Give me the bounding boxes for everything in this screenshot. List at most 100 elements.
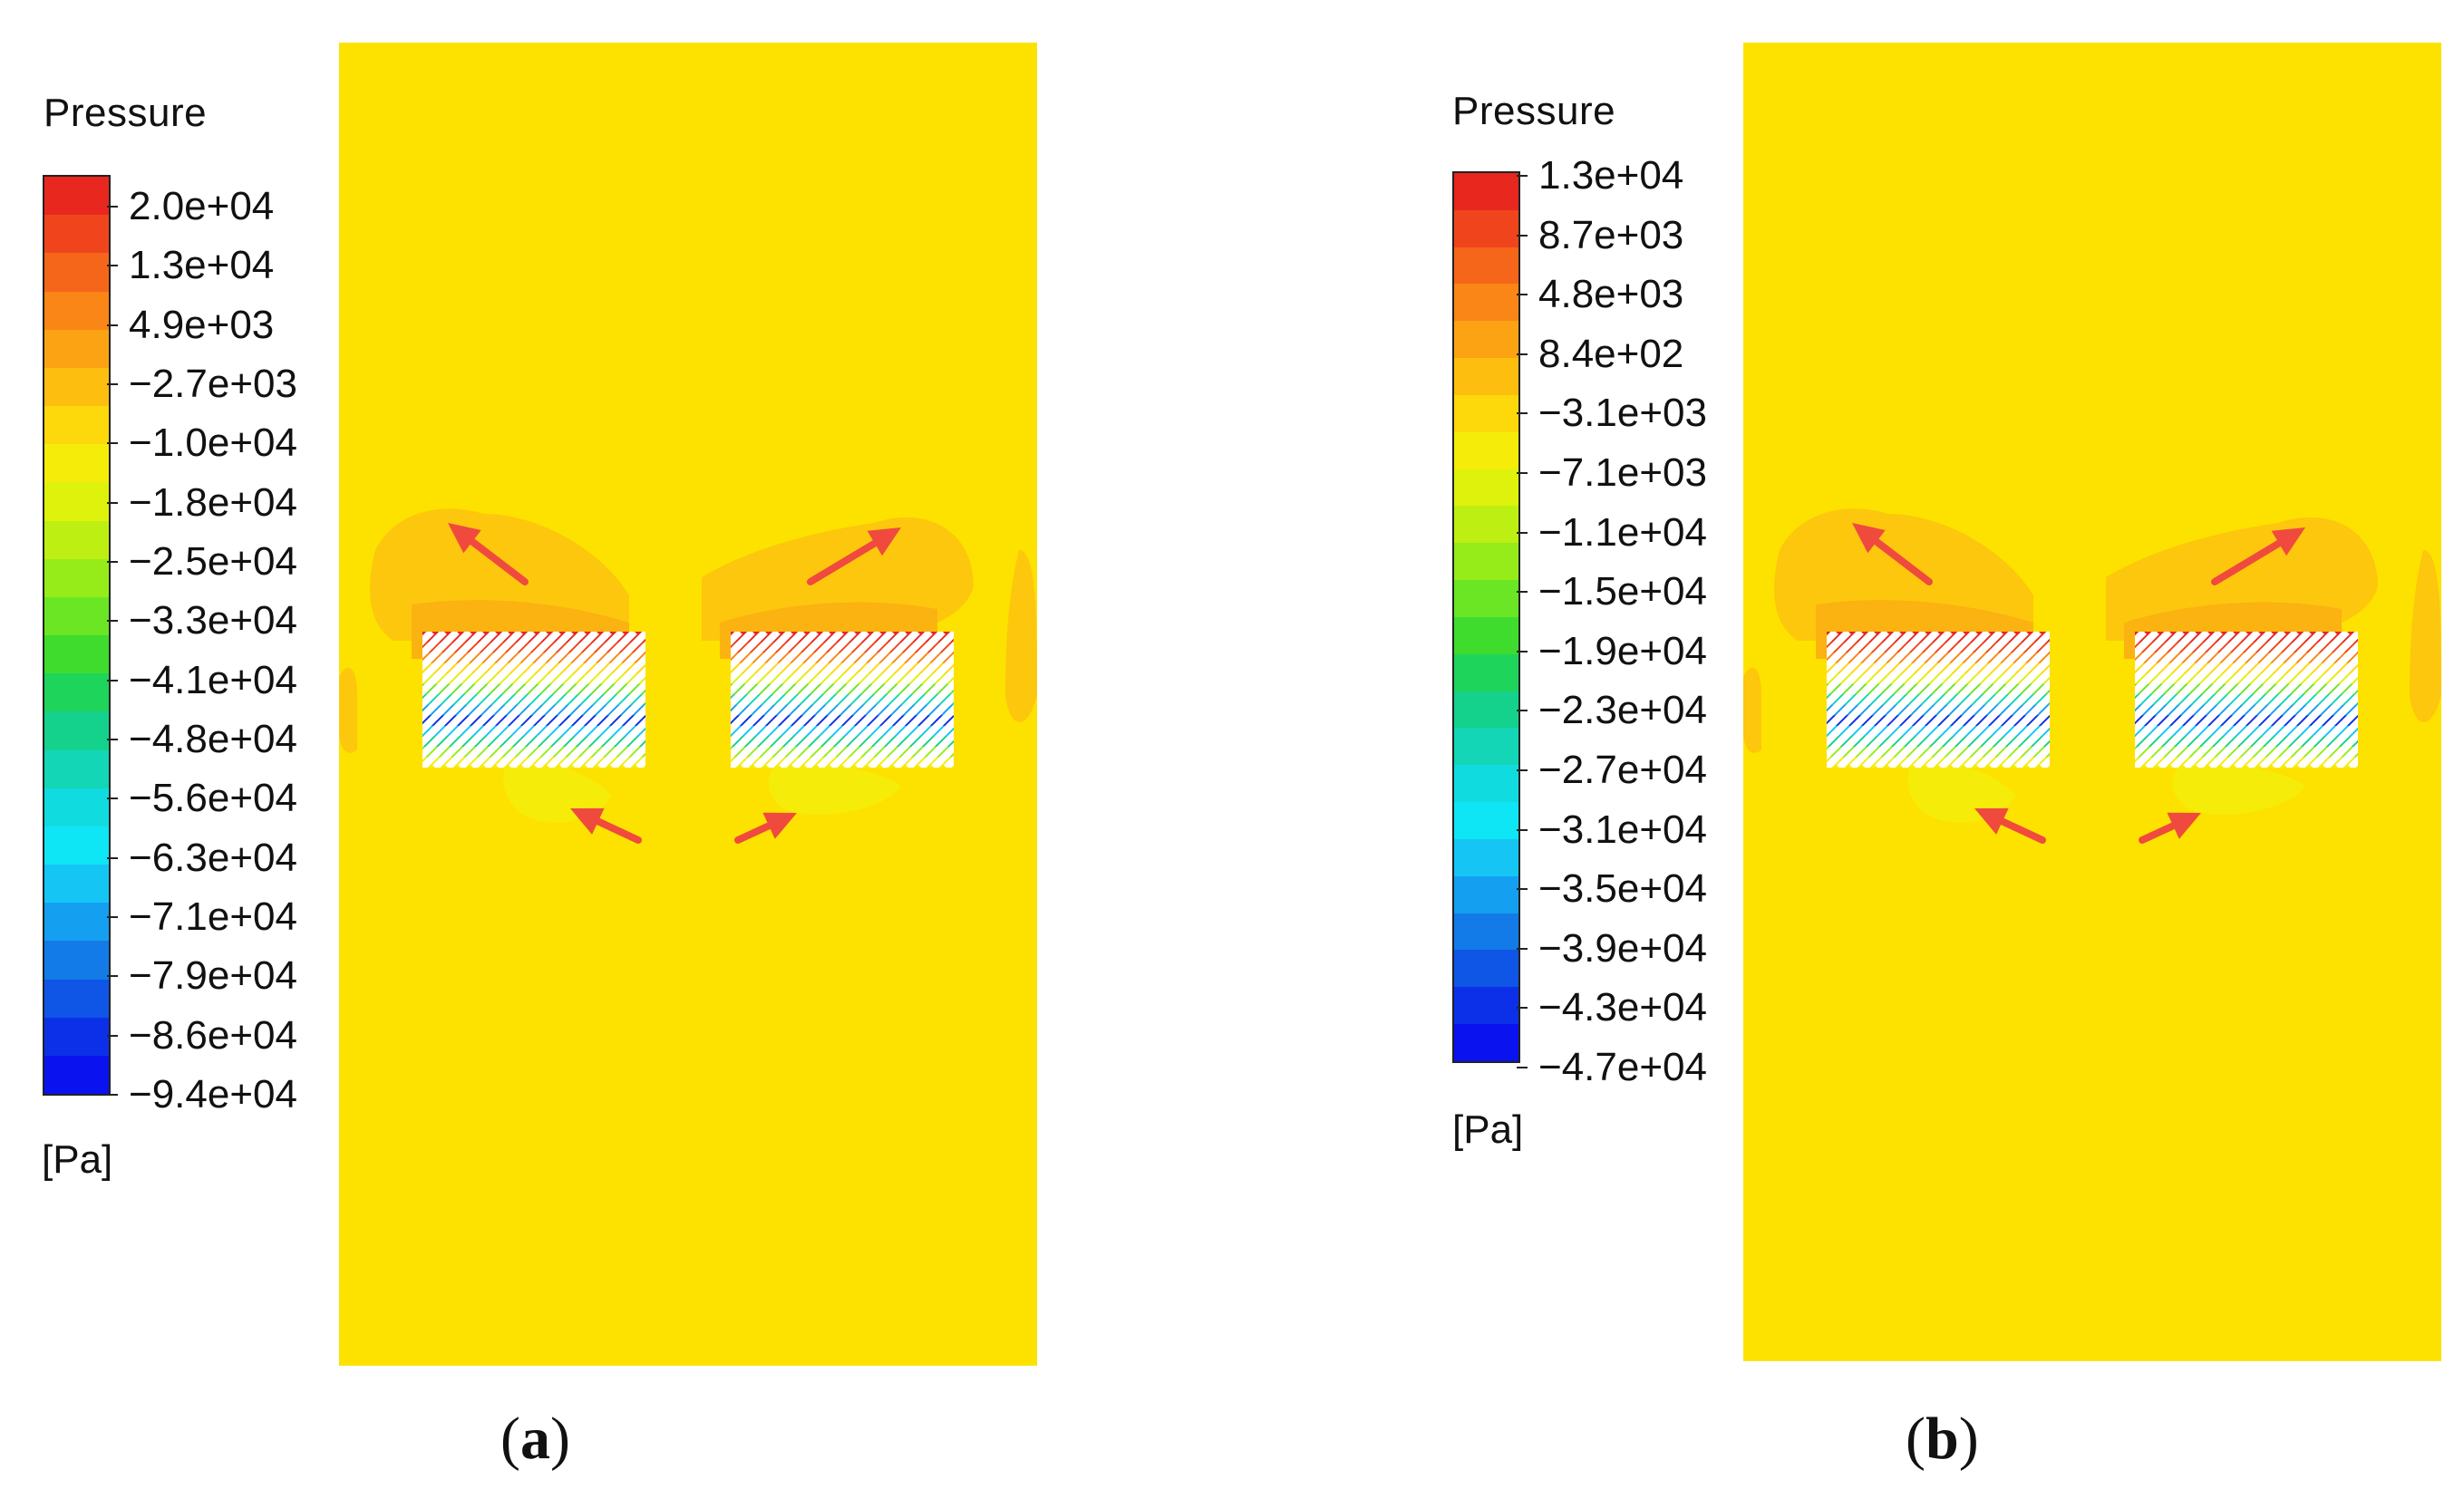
tick-mark [107, 798, 118, 800]
pressure-zone [1907, 759, 2015, 823]
colorbar-segment [44, 903, 109, 942]
tick-label: −1.5e+04 [1538, 569, 1707, 614]
tick-label: 2.0e+04 [129, 184, 275, 228]
blade-row [1827, 632, 2050, 768]
panel-caption: (b) [1906, 1406, 1979, 1472]
colorbar-segment [1454, 616, 1518, 654]
tick-mark [1517, 175, 1528, 177]
colorbar-segment [44, 749, 109, 788]
tick-label: −7.9e+04 [129, 953, 297, 999]
tick-label: 8.7e+03 [1538, 212, 1684, 257]
tick-mark [1517, 650, 1528, 652]
colorbar-segment [1454, 802, 1518, 839]
tick-label: 4.8e+03 [1538, 272, 1684, 317]
blade-row [731, 632, 954, 768]
colorbar-segment [1454, 691, 1518, 729]
colorbar-segment [44, 558, 109, 597]
colorbar-segment [1454, 543, 1518, 581]
tick-label: 8.4e+02 [1538, 331, 1684, 376]
tick-label: −2.7e+04 [1538, 748, 1707, 792]
colorbar-segment [44, 865, 109, 904]
colorbar-segment [1454, 838, 1518, 876]
tick-mark [1517, 710, 1528, 712]
tick-label: −3.1e+03 [1538, 391, 1707, 436]
colorbar [1452, 171, 1520, 1063]
pressure-contour-field [1743, 43, 2441, 1361]
colorbar-segment [44, 291, 109, 330]
flow-arrow [1852, 523, 1933, 585]
colorbar-segment [44, 367, 109, 407]
tick-mark [107, 620, 118, 623]
tick-label: −7.1e+04 [129, 894, 297, 939]
tick-label: −8.6e+04 [129, 1012, 297, 1058]
tick-label: −1.9e+04 [1538, 628, 1707, 673]
tick-label: −1.0e+04 [129, 420, 297, 466]
colorbar-segment [44, 520, 109, 559]
tick-mark [107, 739, 118, 740]
tick-mark [107, 856, 118, 859]
tick-label: −1.8e+04 [129, 479, 297, 525]
tick-label: −7.1e+03 [1538, 450, 1707, 495]
tick-mark [1517, 888, 1528, 891]
tick-mark [1517, 1007, 1528, 1010]
tick-label: −4.8e+04 [129, 717, 297, 761]
tick-label: −3.9e+04 [1538, 925, 1707, 971]
tick-mark [107, 383, 118, 385]
colorbar-segment [44, 1055, 109, 1095]
flow-arrow [1974, 807, 2046, 844]
colorbar-segment [44, 215, 109, 254]
flow-arrow [570, 807, 642, 844]
colorbar-segment [44, 177, 109, 216]
colorbar-segment [1454, 987, 1518, 1025]
tick-mark [1517, 1067, 1528, 1068]
tick-label: −1.1e+04 [1538, 509, 1707, 555]
tick-mark [107, 265, 118, 267]
colorbar-segment [1454, 913, 1518, 951]
colorbar-segment [44, 941, 109, 980]
pressure-zone [1743, 667, 1761, 753]
colorbar-segment [1454, 653, 1518, 691]
colorbar-segment [1454, 1024, 1518, 1061]
colorbar-segment [1454, 284, 1518, 322]
colorbar-segment [1454, 173, 1518, 210]
tick-label: −6.3e+04 [129, 835, 297, 880]
legend-unit: [Pa] [1452, 1107, 1524, 1152]
flow-arrow [2139, 812, 2201, 844]
colorbar-segment [1454, 394, 1518, 432]
tick-mark [1517, 234, 1528, 237]
tick-label: −2.5e+04 [129, 539, 297, 584]
colorbar-segment [1454, 358, 1518, 395]
pressure-zone [503, 759, 611, 823]
tick-mark [107, 1094, 118, 1096]
tick-label: −4.1e+04 [129, 657, 297, 702]
colorbar-segment [44, 444, 109, 483]
tick-mark [1517, 353, 1528, 355]
panel-caption: (a) [500, 1406, 570, 1472]
tick-mark [107, 975, 118, 978]
colorbar-segment [1454, 431, 1518, 469]
colorbar-segment [1454, 580, 1518, 617]
tick-label: 4.9e+03 [129, 302, 275, 347]
tick-mark [1517, 531, 1528, 534]
colorbar [43, 175, 111, 1096]
tick-mark [107, 679, 118, 682]
pressure-zone [768, 764, 901, 815]
colorbar-segment [1454, 728, 1518, 766]
tick-label: −4.7e+04 [1538, 1045, 1707, 1089]
tick-mark [1517, 947, 1528, 950]
flow-arrow [734, 812, 797, 844]
tick-label: −4.3e+04 [1538, 985, 1707, 1030]
flow-arrow [807, 527, 901, 585]
colorbar-segment [1454, 209, 1518, 247]
pressure-zone [2172, 764, 2305, 815]
panel-b: Pressure 1.3e+04 8.7e+03 4.8e+03 8.4e+02 −3.… [1232, 0, 2464, 1508]
pressure-zone [339, 667, 357, 753]
legend-title: Pressure [1452, 89, 1616, 133]
panel-a: Pressure 2.0e+04 1.3e+04 4.9e+03 −2.7e+03 −1… [42, 43, 1037, 1472]
tick-mark [107, 442, 118, 445]
colorbar-segment [1454, 875, 1518, 914]
tick-label: 1.3e+04 [1538, 153, 1684, 198]
tick-label: −3.3e+04 [129, 598, 297, 643]
colorbar-segment [44, 635, 109, 674]
colorbar-segment [44, 406, 109, 445]
